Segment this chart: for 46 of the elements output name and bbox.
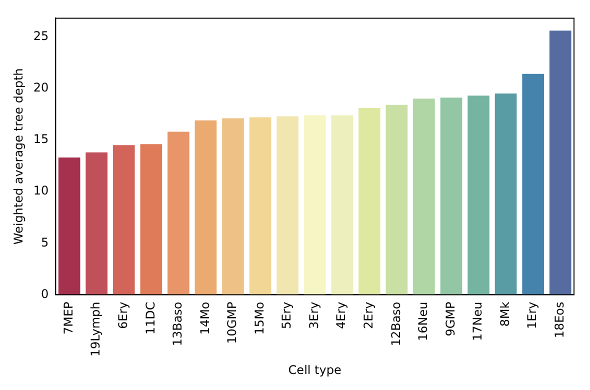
- x-tick-label: 16Neu: [416, 302, 430, 341]
- y-tick-label: 0: [41, 286, 49, 301]
- bar: [549, 30, 572, 295]
- x-tick-label: 9GMP: [443, 302, 458, 336]
- x-tick-label: 14Mo: [198, 302, 212, 335]
- x-tick-label: 8Mk: [498, 302, 512, 327]
- bar: [86, 152, 108, 295]
- x-axis-title: Cell type: [288, 362, 342, 377]
- y-tick-label: 5: [41, 235, 49, 250]
- x-tick-label: 18Eos: [552, 302, 566, 338]
- bar: [468, 96, 490, 295]
- bar: [112, 145, 135, 295]
- y-tick-label: 20: [33, 80, 49, 94]
- bar: [168, 132, 190, 295]
- bar: [58, 158, 80, 295]
- bar: [331, 115, 354, 295]
- y-tick-label: 15: [33, 132, 49, 146]
- bar: [522, 74, 544, 295]
- y-axis-title: Weighted average tree depth: [11, 68, 26, 245]
- y-tick-label: 25: [33, 28, 49, 43]
- bar: [413, 98, 435, 295]
- bar: [494, 94, 517, 295]
- bar: [194, 120, 217, 295]
- x-tick-label: 7MEP: [61, 302, 76, 335]
- x-tick-label: 15Mo: [252, 302, 266, 335]
- x-tick-label: 17Neu: [470, 302, 485, 341]
- x-tick-label: 13Baso: [170, 302, 185, 346]
- x-tick-label: 6Ery: [116, 302, 130, 329]
- bar: [222, 118, 244, 295]
- x-tick-label: 4Ery: [334, 302, 348, 329]
- bar: [140, 144, 162, 295]
- bar: [276, 116, 298, 295]
- bar: [249, 117, 272, 295]
- bar: [440, 98, 462, 295]
- x-tick-label: 1Ery: [525, 302, 540, 329]
- x-tick-label: 3Ery: [306, 302, 321, 329]
- x-tick-label: 10GMP: [225, 302, 240, 344]
- x-tick-label: 2Ery: [362, 302, 376, 329]
- bar: [304, 115, 326, 295]
- x-tick-label: 5Ery: [280, 302, 294, 329]
- bar: [358, 108, 380, 295]
- x-tick-label: 19Lymph: [88, 302, 103, 357]
- x-tick-label: 11DC: [143, 302, 158, 335]
- y-tick-label: 10: [33, 184, 49, 198]
- x-tick-label: 12Baso: [388, 302, 403, 346]
- bar: [386, 104, 408, 295]
